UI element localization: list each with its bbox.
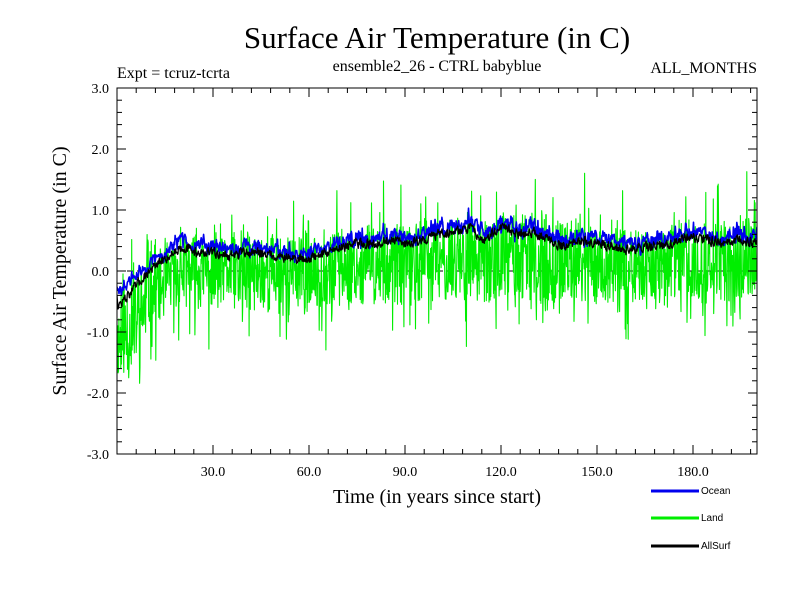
x-tick-label: 120.0 xyxy=(485,465,517,480)
x-tick-label: 30.0 xyxy=(201,465,226,480)
months-note: ALL_MONTHS xyxy=(650,60,757,77)
legend: Ocean Land AllSurf xyxy=(651,486,731,552)
y-tick-label: 2.0 xyxy=(92,143,110,158)
x-tick-label: 180.0 xyxy=(677,465,709,480)
x-tick-label: 150.0 xyxy=(581,465,613,480)
y-tick-label: -3.0 xyxy=(87,448,109,463)
y-tick-label: -2.0 xyxy=(87,387,109,402)
legend-label-allsurf: AllSurf xyxy=(701,541,731,552)
y-tick-label: 3.0 xyxy=(92,82,110,97)
y-tick-label: 1.0 xyxy=(92,204,110,219)
y-tick-label: -1.0 xyxy=(87,326,109,341)
chart-subtitle: ensemble2_26 - CTRL babyblue xyxy=(333,58,542,75)
x-tick-label: 60.0 xyxy=(297,465,322,480)
series-line-allsurf xyxy=(117,222,757,310)
legend-label-ocean: Ocean xyxy=(701,486,730,497)
series-line-land xyxy=(117,171,757,384)
x-tick-label: 90.0 xyxy=(393,465,418,480)
x-axis-label: Time (in years since start) xyxy=(333,486,541,508)
plot-area: -3.0 -2.0 -1.0 0.0 1.0 2.0 3.0 30.0 60.0 90.0 120.… xyxy=(87,82,758,480)
chart-title: Surface Air Temperature (in C) xyxy=(244,20,630,55)
y-axis-label: Surface Air Temperature (in C) xyxy=(49,146,71,395)
experiment-note: Expt = tcruz-tcrta xyxy=(117,65,230,82)
legend-label-land: Land xyxy=(701,513,723,524)
y-tick-label: 0.0 xyxy=(92,265,110,280)
